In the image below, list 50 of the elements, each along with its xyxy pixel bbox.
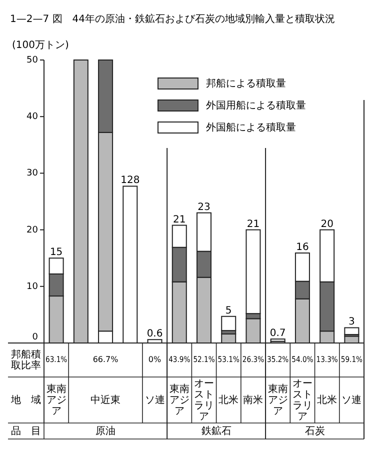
x-tick-label: 東南アジア xyxy=(268,382,288,417)
text: 0% xyxy=(148,355,162,364)
x-tick-label: 東南アジア xyxy=(169,382,190,417)
text: 66.7% xyxy=(92,355,119,364)
total-label: 3 xyxy=(348,316,355,328)
text: 地 域 xyxy=(10,394,41,406)
x-tick-label: ソ連 xyxy=(144,394,165,406)
x-tick-label: オーストラリア xyxy=(194,378,214,422)
text: 原油 xyxy=(96,424,116,437)
text: 53.1% xyxy=(218,355,244,364)
text: 13.3% xyxy=(316,355,342,364)
x-tick-label: 東南アジア xyxy=(46,382,66,417)
total-label: 21 xyxy=(246,218,260,230)
total-label: 0.6 xyxy=(146,328,163,340)
text: 54.0% xyxy=(292,355,318,364)
text: 鉄鉱石 xyxy=(201,424,232,437)
y-tick-label: 0 xyxy=(32,332,38,342)
legend-label: 外国用船による積取量 xyxy=(206,100,306,112)
y-axis-title: (100万トン) xyxy=(12,40,69,51)
x-tick-label: 北米 xyxy=(218,394,239,406)
text: 26.3% xyxy=(242,355,268,364)
text: 品 目 xyxy=(11,426,41,437)
legend-label: 外国船による積取量 xyxy=(206,122,296,134)
x-tick-label: 北米 xyxy=(317,394,338,406)
text: 邦船積取比率 xyxy=(11,348,41,372)
text: 35.2% xyxy=(267,355,292,364)
x-tick-label: 南米 xyxy=(243,394,264,406)
x-tick-label: ソ連 xyxy=(342,394,362,406)
y-tick-label: 50 xyxy=(26,55,38,66)
total-label: 16 xyxy=(296,242,309,254)
x-tick-label: 中近東 xyxy=(90,394,121,406)
legend-label: 邦船による積取量 xyxy=(206,78,286,90)
text: 59.1% xyxy=(340,355,366,364)
total-label: 5 xyxy=(225,305,232,316)
chart-title: 1—2—7 図 44年の原油・鉄鉱石および石炭の地域別輸入量と積取状況 xyxy=(10,13,335,25)
y-tick-label: 40 xyxy=(26,112,38,122)
total-label: 21 xyxy=(173,214,186,226)
total-label: 15 xyxy=(50,247,63,258)
text: 63.1% xyxy=(46,355,71,364)
y-tick-label: 30 xyxy=(26,168,38,179)
text: 52.1% xyxy=(193,355,219,364)
text: 石炭 xyxy=(304,424,325,437)
y-tick-label: 20 xyxy=(26,225,38,236)
total-label: 20 xyxy=(320,218,334,230)
y-tick-label: 10 xyxy=(26,282,38,292)
text: 43.9% xyxy=(168,355,194,364)
x-tick-label: オーストラリア xyxy=(292,378,312,422)
annotation: 128 xyxy=(120,175,140,186)
total-label: 0.7 xyxy=(270,328,286,340)
total-label: 23 xyxy=(198,202,210,213)
